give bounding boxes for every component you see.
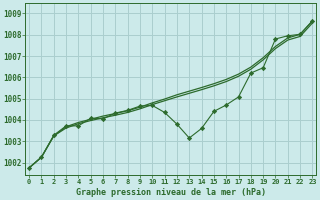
X-axis label: Graphe pression niveau de la mer (hPa): Graphe pression niveau de la mer (hPa) <box>76 188 266 197</box>
